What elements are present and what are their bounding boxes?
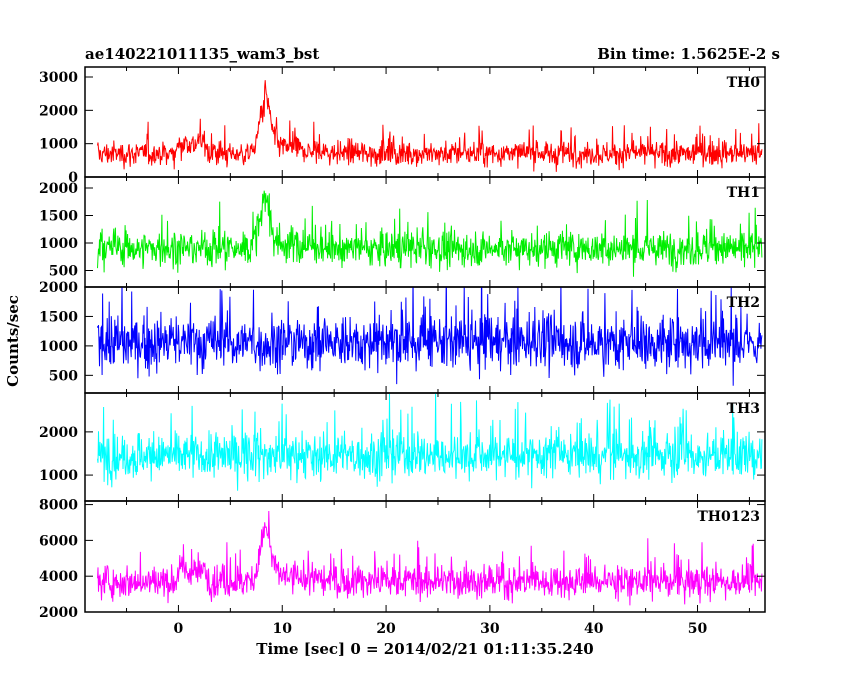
panel-th0: 0 1000 2000 3000 TH0	[39, 66, 766, 186]
series-th0	[97, 80, 763, 172]
y-tick-label: 0	[68, 170, 78, 186]
chart-title: ae140221011135_wam3_bst	[85, 45, 319, 63]
panel-th3: 1000 2000 TH3	[39, 392, 766, 502]
x-tick-label: 40	[584, 621, 604, 637]
panel-frame	[84, 176, 766, 288]
y-tick-label: 500	[49, 368, 78, 384]
panel-label: TH1	[727, 185, 760, 201]
y-tick-label: 1000	[39, 137, 78, 153]
x-tick-label: 0	[174, 621, 184, 637]
y-tick-label: 2000	[39, 425, 78, 441]
x-axis-label: Time [sec] 0 = 2014/02/21 01:11:35.240	[256, 640, 593, 658]
y-tick-label: 2000	[39, 280, 78, 296]
panel-frame	[84, 66, 766, 178]
x-axis: 0 10 20 30 40 50	[174, 621, 708, 637]
y-tick-label: 6000	[39, 533, 78, 549]
panel-frame	[84, 500, 766, 613]
y-tick-label: 2000	[39, 103, 78, 119]
y-tick-label: 1000	[39, 339, 78, 355]
panel-th0123: 2000 4000 6000 8000 TH0123	[39, 498, 766, 621]
y-axis-label: Counts/sec	[4, 295, 22, 387]
panel-label: TH0	[727, 75, 761, 91]
x-tick-label: 30	[480, 621, 500, 637]
bin-time-label: Bin time: 1.5625E-2 s	[597, 45, 780, 63]
y-tick-label: 4000	[39, 569, 78, 585]
panel-label: TH2	[727, 295, 760, 311]
series-th1	[97, 190, 763, 277]
series-th2	[97, 287, 763, 386]
y-tick-label: 3000	[39, 70, 78, 86]
panel-label: TH0123	[697, 509, 760, 525]
y-tick-label: 8000	[39, 498, 78, 514]
series-th0123	[97, 510, 763, 606]
y-tick-label: 1000	[39, 468, 78, 484]
panel-label: TH3	[727, 401, 760, 417]
y-tick-label: 1500	[39, 209, 78, 225]
y-tick-label: 500	[49, 264, 78, 280]
panel-stack: 0 1000 2000 3000 TH0 500 1000 1500 2000 TH1 500 100…	[39, 66, 766, 621]
y-tick-label: 2000	[39, 605, 78, 621]
x-tick-label: 10	[273, 621, 293, 637]
panel-th1: 500 1000 1500 2000 TH1	[39, 176, 766, 288]
x-tick-label: 50	[688, 621, 708, 637]
y-tick-label: 1500	[39, 309, 78, 325]
panel-th2: 500 1000 1500 2000 TH2	[39, 280, 766, 394]
x-tick-label: 20	[376, 621, 396, 637]
y-tick-label: 1000	[39, 236, 78, 252]
series-th3	[97, 393, 763, 491]
y-tick-label: 2000	[39, 181, 78, 197]
